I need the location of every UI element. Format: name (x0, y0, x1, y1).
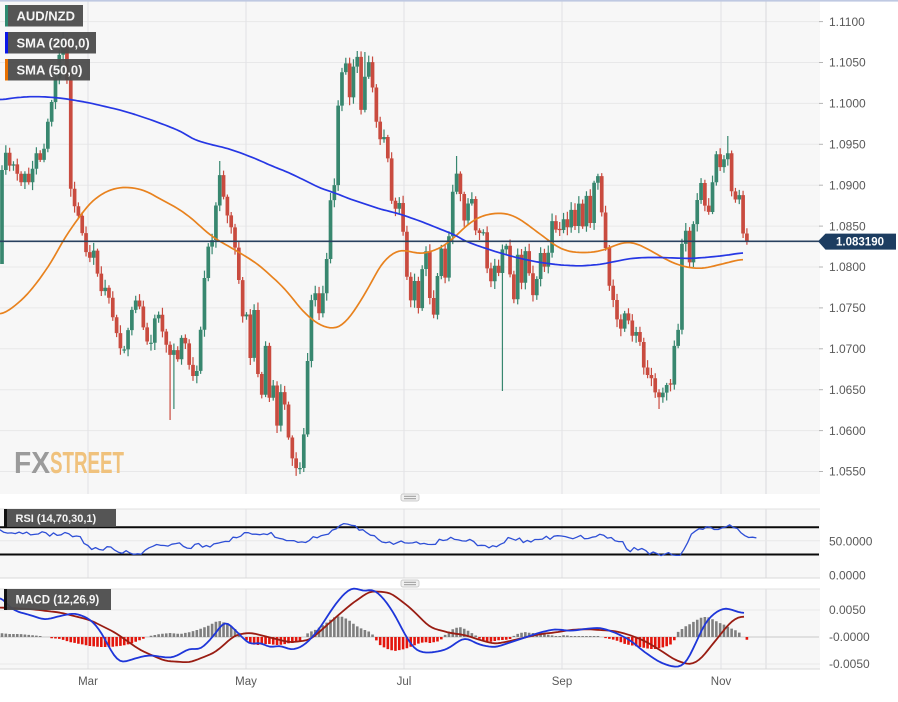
svg-text:SMA (200,0): SMA (200,0) (17, 35, 90, 50)
svg-text:0.0000: 0.0000 (829, 569, 866, 583)
svg-text:1.0950: 1.0950 (829, 138, 866, 152)
svg-text:Jul: Jul (397, 676, 412, 688)
svg-text:Nov: Nov (711, 676, 732, 688)
svg-text:May: May (235, 676, 257, 688)
svg-text:Mar: Mar (78, 676, 98, 688)
svg-text:AUD/NZD: AUD/NZD (17, 8, 76, 23)
svg-text:1.083190: 1.083190 (836, 237, 884, 249)
svg-text:1.0700: 1.0700 (829, 342, 866, 356)
svg-text:RSI (14,70,30,1): RSI (14,70,30,1) (16, 513, 97, 525)
svg-text:1.0900: 1.0900 (829, 178, 866, 192)
svg-text:Sep: Sep (552, 676, 572, 688)
svg-text:1.0800: 1.0800 (829, 260, 866, 274)
svg-text:0.0050: 0.0050 (829, 603, 866, 617)
svg-text:MACD (12,26,9): MACD (12,26,9) (16, 595, 100, 607)
svg-text:FXSTREET: FXSTREET (14, 445, 124, 480)
svg-text:-0.0050: -0.0050 (829, 657, 870, 671)
svg-text:1.1000: 1.1000 (829, 97, 866, 111)
svg-text:1.0550: 1.0550 (829, 465, 866, 479)
svg-text:1.0850: 1.0850 (829, 219, 866, 233)
svg-text:1.0750: 1.0750 (829, 301, 866, 315)
svg-text:50.0000: 50.0000 (829, 535, 873, 549)
svg-text:1.0650: 1.0650 (829, 383, 866, 397)
svg-text:1.1100: 1.1100 (829, 15, 865, 29)
svg-text:1.1050: 1.1050 (829, 56, 866, 70)
svg-text:1.0600: 1.0600 (829, 424, 866, 438)
svg-text:SMA (50,0): SMA (50,0) (17, 62, 83, 77)
svg-text:-0.0000: -0.0000 (829, 630, 870, 644)
